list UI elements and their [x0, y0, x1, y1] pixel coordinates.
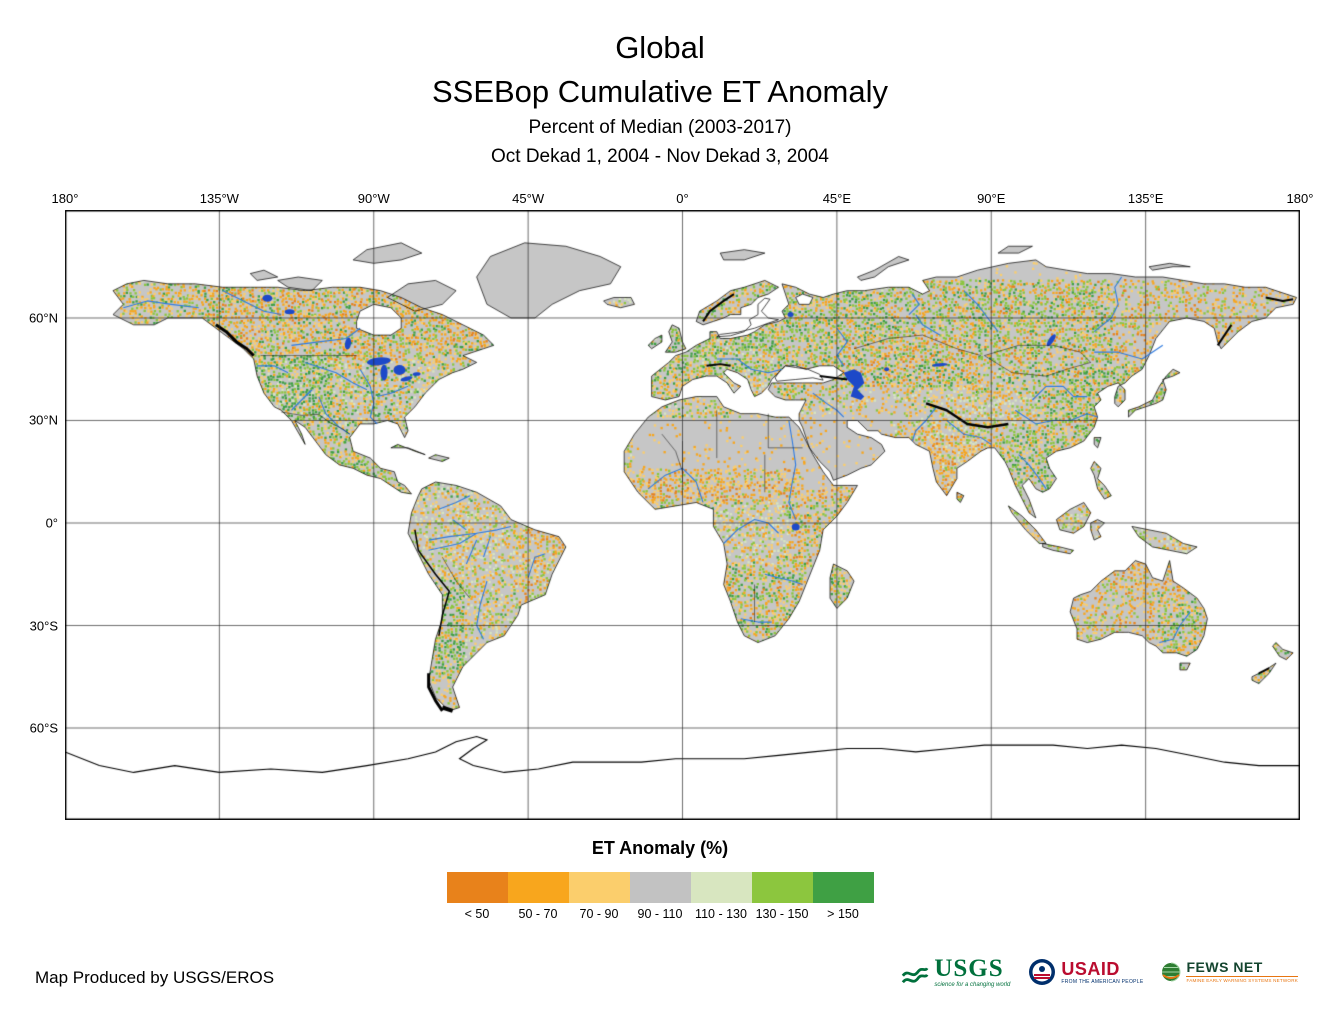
- legend-class-label: 130 - 150: [755, 907, 809, 921]
- legend-class-label: 70 - 90: [579, 907, 619, 921]
- legend-swatch: [507, 872, 569, 903]
- usaid-seal-icon: [1029, 959, 1056, 985]
- usgs-logo: USGS science for a changing world: [901, 956, 1010, 988]
- title-block: Global SSEBop Cumulative ET Anomaly Perc…: [0, 26, 1320, 172]
- legend-class: 70 - 90: [568, 872, 630, 921]
- usgs-wave-icon: [902, 967, 929, 984]
- legend-class-label: 110 - 130: [695, 907, 747, 921]
- legend: ET Anomaly (%) < 50 50 - 70 70 - 90 90 - 11…: [0, 838, 1320, 921]
- usgs-tagline: science for a changing world: [934, 982, 1011, 988]
- legend-class: 90 - 110: [629, 872, 691, 921]
- legend-class-label: 50 - 70: [518, 907, 558, 921]
- usgs-wordmark: USGS: [934, 955, 1004, 982]
- fewsnet-wordmark: FEWS NET: [1186, 959, 1263, 976]
- map-region-title: Global: [615, 30, 705, 65]
- lon-tick-label: 90°W: [357, 191, 390, 206]
- usaid-logo: USAID FROM THE AMERICAN PEOPLE: [1028, 958, 1143, 986]
- logo-strip: USGS science for a changing world USAID …: [901, 956, 1298, 988]
- lat-tick-label: 30°S: [29, 618, 58, 633]
- lon-tick-label: 45°W: [512, 191, 545, 206]
- usaid-wordmark: USAID: [1061, 958, 1120, 979]
- lon-tick-label: 180°: [51, 191, 79, 206]
- legend-swatch: [629, 872, 691, 903]
- legend-class: 50 - 70: [507, 872, 569, 921]
- lon-tick-label: 135°E: [1127, 191, 1164, 206]
- legend-classes: < 50 50 - 70 70 - 90 90 - 110 110 - 130 130 -…: [0, 872, 1320, 921]
- legend-class: 130 - 150: [751, 872, 813, 921]
- lon-tick-label: 0°: [676, 191, 689, 206]
- legend-class-label: > 150: [827, 907, 859, 921]
- legend-class: < 50: [446, 872, 508, 921]
- legend-title: ET Anomaly (%): [591, 838, 729, 858]
- lon-tick-label: 180°: [1286, 191, 1314, 206]
- lat-tick-label: 60°S: [29, 720, 58, 736]
- lat-tick-label: 30°N: [28, 412, 58, 428]
- map-subtitle-period: Oct Dekad 1, 2004 - Nov Dekad 3, 2004: [491, 145, 829, 167]
- legend-swatch: [568, 872, 630, 903]
- legend-swatch: [690, 872, 752, 903]
- map-frame: 180° 135°W 90°W 45°W 0° 45°E 90°E 135°E 180° 60°…: [29, 191, 1313, 820]
- map-subtitle-median: Percent of Median (2003-2017): [528, 117, 792, 139]
- legend-swatch: [812, 872, 874, 903]
- legend-swatch: [446, 872, 508, 903]
- lon-tick-label: 45°E: [822, 191, 852, 206]
- world-map-canvas: [65, 210, 1300, 820]
- lat-tick-label: 0°: [45, 515, 58, 531]
- lon-tick-label: 90°E: [977, 191, 1006, 206]
- legend-class: > 150: [812, 872, 874, 921]
- legend-class: 110 - 130: [690, 872, 752, 921]
- usaid-tagline: FROM THE AMERICAN PEOPLE: [1061, 978, 1144, 985]
- legend-class-label: < 50: [464, 907, 490, 921]
- map-credit: Map Produced by USGS/EROS: [35, 968, 275, 987]
- fewsnet-globe-icon: [1162, 962, 1181, 982]
- legend-swatch: [751, 872, 813, 903]
- fewsnet-tagline: FAMINE EARLY WARNING SYSTEMS NETWORK: [1186, 976, 1298, 983]
- lat-tick-label: 60°N: [28, 310, 58, 326]
- fewsnet-logo: FEWS NET FAMINE EARLY WARNING SYSTEMS NE…: [1161, 960, 1298, 983]
- map-product-title: SSEBop Cumulative ET Anomaly: [431, 74, 889, 110]
- legend-class-label: 90 - 110: [637, 907, 683, 921]
- lon-tick-label: 135°W: [199, 191, 239, 206]
